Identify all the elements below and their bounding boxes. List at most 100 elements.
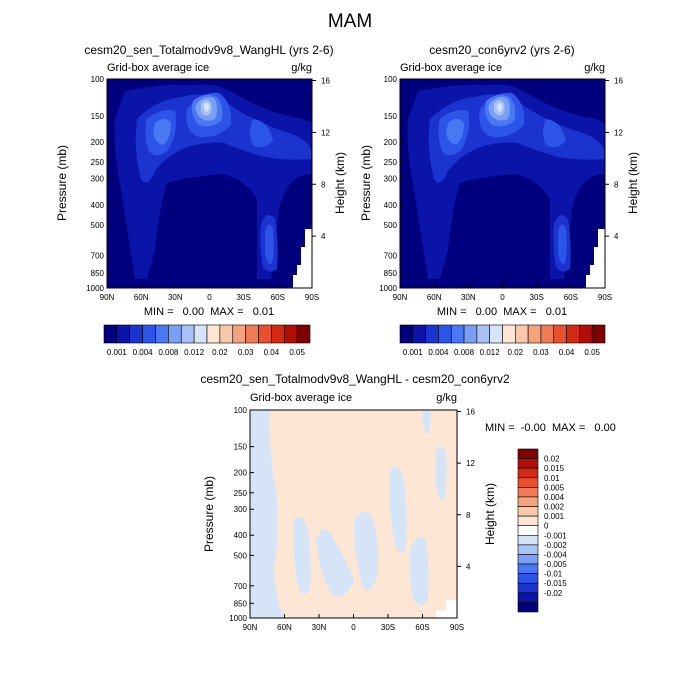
panel-1-subtitle-left: Grid-box average ice xyxy=(107,62,209,74)
colorbar-swatch xyxy=(517,515,539,527)
x-tick-label: 60S xyxy=(271,293,285,302)
x-tick-label: 90N xyxy=(100,293,115,302)
contour-level-2 xyxy=(428,94,604,183)
contour-level-3b xyxy=(265,224,274,265)
colorbar-swatch xyxy=(553,324,567,344)
colorbar-label: 0.012 xyxy=(480,348,501,357)
contour-level-7 xyxy=(204,103,210,112)
colorbar-swatch xyxy=(180,324,195,344)
diff-negative-mid-1 xyxy=(293,516,311,595)
colorbar-swatch xyxy=(517,534,539,546)
y-tick-label: 700 xyxy=(384,252,398,261)
colorbar-label: 0.01 xyxy=(544,474,560,483)
y-tick-label: 700 xyxy=(91,252,105,261)
panel-2-ylabel-right: Height (km) xyxy=(626,152,640,214)
colorbar-label: -0.005 xyxy=(544,560,567,569)
colorbar-label: 0.03 xyxy=(533,348,549,357)
panel-1-x-ticks: 90N 60N 30N 0 30S 60S 90S xyxy=(100,284,319,302)
y-right-tick-label: 4 xyxy=(614,232,619,241)
missing-data-region xyxy=(293,229,312,288)
panel-2-subtitle-right: g/kg xyxy=(584,62,605,74)
contour-level-7 xyxy=(497,103,503,112)
x-tick-label: 30N xyxy=(168,293,183,302)
panel-3: cesm20_sen_Totalmodv9v8_WangHL - cesm20_… xyxy=(200,372,615,632)
colorbar-swatch xyxy=(517,506,539,517)
colorbar-swatch xyxy=(412,324,426,344)
colorbar-swatch xyxy=(517,448,539,459)
panel-3-right-ticks: 16 12 8 4 xyxy=(457,408,475,571)
colorbar-swatch xyxy=(103,324,118,344)
figure-title: MAM xyxy=(328,11,372,32)
x-tick-label: 90N xyxy=(393,293,408,302)
colorbar-label: 0.04 xyxy=(264,348,280,357)
panel-2-right-ticks: 16 12 8 4 xyxy=(605,77,623,241)
y-tick-label: 400 xyxy=(91,201,105,210)
colorbar-label: 0 xyxy=(544,522,549,531)
colorbar-label: 0.008 xyxy=(454,348,475,357)
y-tick-label: 850 xyxy=(234,599,248,608)
x-tick-label: 60S xyxy=(564,293,578,302)
colorbar-swatch xyxy=(245,324,259,344)
contour-level-3b xyxy=(558,224,567,265)
panel-1-subtitle-right: g/kg xyxy=(291,62,312,74)
x-tick-label: 60N xyxy=(427,293,442,302)
y-tick-label: 250 xyxy=(384,158,398,167)
colorbar-label: -0.001 xyxy=(544,531,567,540)
colorbar-swatch xyxy=(517,554,539,565)
y-tick-label: 250 xyxy=(234,489,248,498)
y-right-tick-label: 8 xyxy=(321,180,326,189)
y-tick-label: 300 xyxy=(91,175,105,184)
y-right-tick-label: 8 xyxy=(614,180,619,189)
colorbar-swatch xyxy=(129,324,143,344)
colorbar-swatch xyxy=(116,324,131,344)
diff-negative-right xyxy=(409,536,429,605)
colorbar-swatch xyxy=(438,324,452,344)
y-tick-label: 400 xyxy=(384,201,398,210)
colorbar-swatch xyxy=(517,477,539,488)
colorbar-label: -0.015 xyxy=(544,579,567,588)
colorbar-label: 0.001 xyxy=(544,512,565,521)
x-tick-label: 0 xyxy=(500,293,505,302)
x-tick-label: 30S xyxy=(530,293,544,302)
colorbar-swatch xyxy=(258,324,272,344)
colorbar-swatch xyxy=(517,573,539,584)
y-right-tick-label: 4 xyxy=(466,562,471,571)
y-tick-label: 150 xyxy=(91,112,105,121)
colorbar-label: -0.01 xyxy=(544,570,563,579)
colorbar-swatch xyxy=(517,582,539,594)
colorbar-label: 0.008 xyxy=(158,348,179,357)
panel-2-plot-area xyxy=(400,79,605,288)
colorbar-label: 0.05 xyxy=(289,348,305,357)
y-tick-label: 1000 xyxy=(86,284,104,293)
colorbar-label: 0.001 xyxy=(403,348,424,357)
y-tick-label: 300 xyxy=(384,175,398,184)
panel-2-subtitle-left: Grid-box average ice xyxy=(400,62,502,74)
colorbar-swatch xyxy=(517,525,539,536)
y-tick-label: 500 xyxy=(234,551,248,560)
colorbar-swatch xyxy=(502,324,516,344)
colorbar-swatch xyxy=(517,496,539,507)
colorbar-swatch xyxy=(517,487,539,498)
panel-3-min-max: MIN = -0.00 MAX = 0.00 xyxy=(485,422,616,434)
colorbar-swatch xyxy=(283,324,298,344)
colorbar-label: 0.03 xyxy=(238,348,254,357)
x-tick-label: 30N xyxy=(312,623,327,632)
colorbar-swatch xyxy=(517,467,539,479)
colorbar-label: 0.004 xyxy=(133,348,154,357)
panel-3-ylabel: Pressure (mb) xyxy=(202,476,216,552)
diff-missing-region xyxy=(436,600,457,618)
x-tick-label: 90S xyxy=(450,623,464,632)
colorbar-label: 0.02 xyxy=(544,455,560,464)
panel-1-colorbar: 0.001 0.004 0.008 0.012 0.02 0.03 0.04 0.05 xyxy=(103,324,311,357)
colorbar-label: 0.015 xyxy=(544,464,565,473)
panel-2-ylabel: Pressure (mb) xyxy=(359,145,373,221)
panel-1-ylabel-right: Height (km) xyxy=(333,152,347,214)
colorbar-swatch xyxy=(168,324,182,344)
colorbar-swatch xyxy=(527,324,542,344)
y-tick-label: 200 xyxy=(234,469,248,478)
colorbar-label: 0.04 xyxy=(559,348,575,357)
y-tick-label: 850 xyxy=(91,269,105,278)
panel-3-ylabel-right: Height (km) xyxy=(483,483,497,545)
colorbar-label: 0.004 xyxy=(544,493,565,502)
